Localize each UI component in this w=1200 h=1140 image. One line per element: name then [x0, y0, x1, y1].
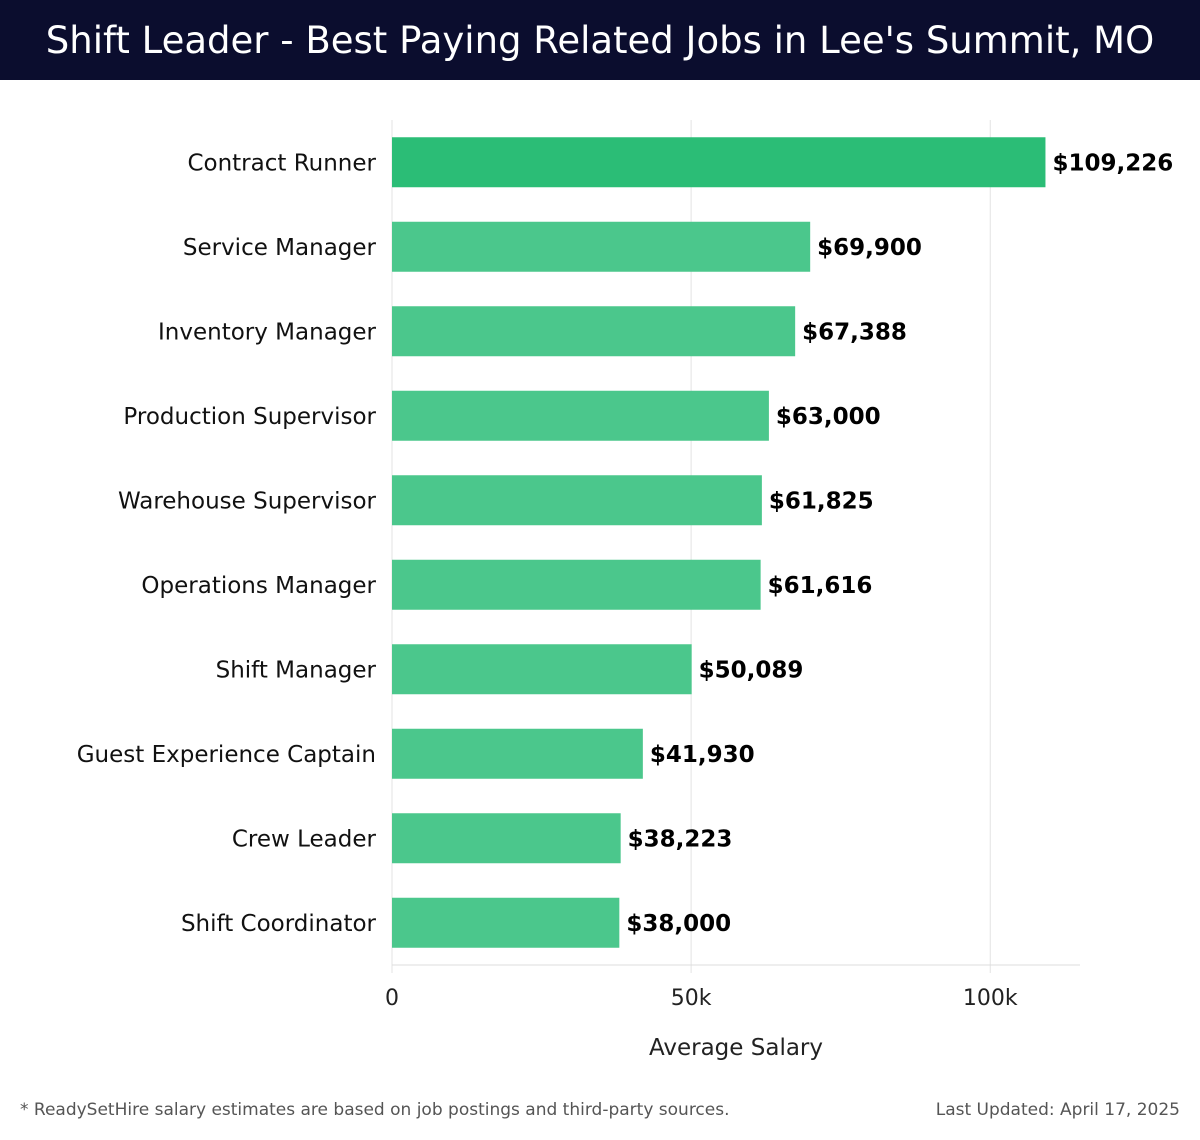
value-label: $69,900: [817, 235, 922, 261]
value-label: $63,000: [776, 404, 881, 430]
category-label: Inventory Manager: [158, 319, 377, 345]
category-labels: Contract Runner Service Manager Inventory …: [77, 150, 377, 937]
bar: [392, 306, 796, 357]
bar: [392, 221, 811, 272]
value-labels: $109,226 $69,900 $67,388 $63,000 $61,825 $61,…: [626, 150, 1173, 937]
category-label: Production Supervisor: [123, 404, 376, 430]
value-label: $61,825: [769, 488, 874, 514]
category-label: Guest Experience Captain: [77, 742, 376, 768]
category-label: Warehouse Supervisor: [118, 488, 377, 514]
footnote: * ReadySetHire salary estimates are base…: [20, 1100, 730, 1120]
last-updated: Last Updated: April 17, 2025: [935, 1100, 1180, 1120]
x-axis-title: Average Salary: [649, 1035, 823, 1061]
value-label: $41,930: [650, 742, 755, 768]
bar: [392, 897, 620, 948]
value-label: $61,616: [768, 573, 873, 599]
value-label: $109,226: [1052, 150, 1173, 176]
bar: [392, 137, 1046, 188]
x-tick-label: 0: [385, 986, 399, 1011]
value-label: $67,388: [802, 319, 907, 345]
category-label: Shift Coordinator: [181, 911, 377, 937]
value-label: $38,000: [626, 911, 731, 937]
bar: [392, 644, 692, 695]
category-label: Crew Leader: [232, 826, 377, 852]
bar: [392, 559, 761, 610]
x-tick-label: 100k: [963, 986, 1018, 1011]
category-label: Contract Runner: [187, 150, 376, 176]
category-label: Operations Manager: [141, 573, 376, 599]
category-label: Service Manager: [183, 235, 377, 261]
value-label: $38,223: [628, 826, 733, 852]
chart-title: Shift Leader - Best Paying Related Jobs …: [45, 18, 1155, 62]
x-axis: 0 50k 100k: [385, 964, 1080, 1011]
x-tick-label: 50k: [671, 986, 712, 1011]
bars: [392, 137, 1046, 948]
bar: [392, 390, 769, 441]
bar: [392, 728, 643, 779]
value-label: $50,089: [699, 657, 804, 683]
bar: [392, 475, 762, 526]
category-label: Shift Manager: [216, 657, 377, 683]
chart-header: Shift Leader - Best Paying Related Jobs …: [0, 0, 1200, 80]
bar-chart: Contract Runner Service Manager Inventory …: [77, 120, 1173, 1061]
bar: [392, 813, 621, 864]
